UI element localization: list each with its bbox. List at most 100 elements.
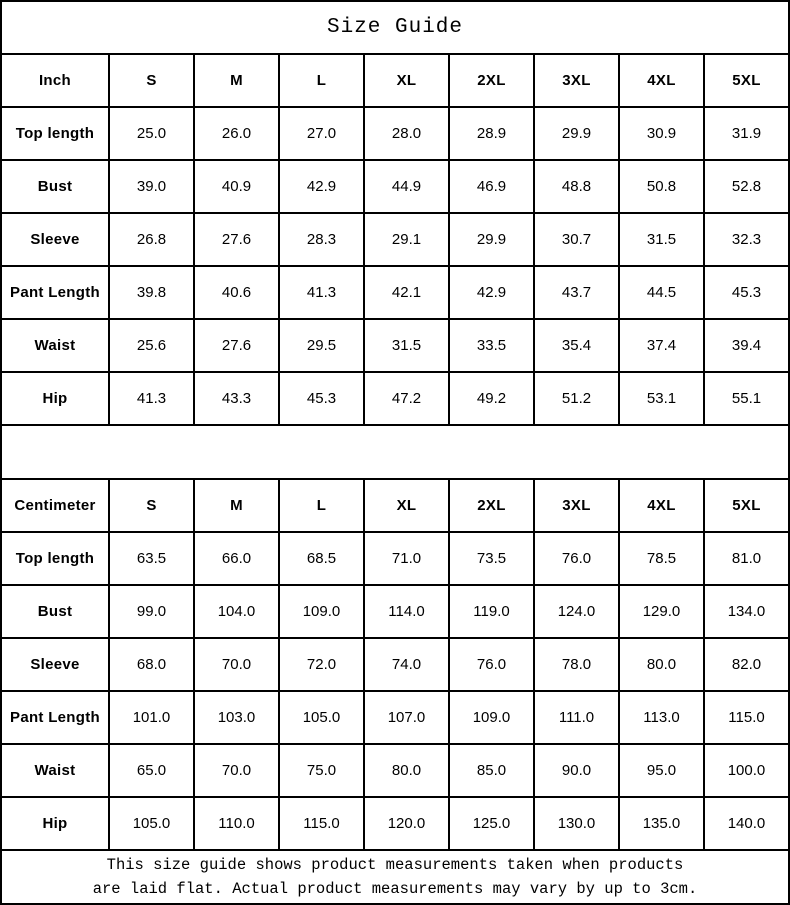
measurement-value: 42.9: [278, 159, 365, 214]
measurement-value: 68.5: [278, 531, 365, 586]
measurement-value: 82.0: [703, 637, 790, 692]
measurement-label: Waist: [0, 318, 110, 373]
measurement-value: 105.0: [278, 690, 365, 745]
measurement-value: 37.4: [618, 318, 705, 373]
measurement-value: 26.0: [193, 106, 280, 161]
size-header: 4XL: [618, 478, 705, 533]
size-header: XL: [363, 53, 450, 108]
size-header: 5XL: [703, 53, 790, 108]
size-header: M: [193, 478, 280, 533]
measurement-value: 52.8: [703, 159, 790, 214]
measurement-value: 101.0: [108, 690, 195, 745]
measurement-value: 28.9: [448, 106, 535, 161]
measurement-value: 105.0: [108, 796, 195, 851]
measurement-value: 44.9: [363, 159, 450, 214]
measurement-value: 109.0: [278, 584, 365, 639]
measurement-value: 28.3: [278, 212, 365, 267]
measurement-value: 27.6: [193, 318, 280, 373]
measurement-value: 78.0: [533, 637, 620, 692]
size-header-row: Centimeter S M L XL 2XL 3XL 4XL 5XL: [0, 478, 790, 533]
measurement-value: 50.8: [618, 159, 705, 214]
measurement-label: Top length: [0, 106, 110, 161]
measurement-value: 51.2: [533, 371, 620, 426]
measurement-value: 41.3: [278, 265, 365, 320]
measurement-value: 76.0: [533, 531, 620, 586]
measurement-value: 70.0: [193, 637, 280, 692]
size-header: 2XL: [448, 53, 535, 108]
footer-note-line-2: are laid flat. Actual product measuremen…: [92, 880, 698, 898]
size-header: 3XL: [533, 478, 620, 533]
measurement-value: 29.9: [448, 212, 535, 267]
measurement-value: 41.3: [108, 371, 195, 426]
size-header: 5XL: [703, 478, 790, 533]
size-header: S: [108, 478, 195, 533]
measurement-value: 75.0: [278, 743, 365, 798]
inch-table-section: Inch S M L XL 2XL 3XL 4XL 5XL Top length 25.0 26.0 2…: [0, 53, 790, 426]
measurement-value: 25.6: [108, 318, 195, 373]
footer-note: This size guide shows product measuremen…: [0, 849, 790, 905]
measurement-value: 43.7: [533, 265, 620, 320]
unit-label: Inch: [0, 53, 110, 108]
measurement-value: 25.0: [108, 106, 195, 161]
measurement-value: 73.5: [448, 531, 535, 586]
measurement-value: 39.4: [703, 318, 790, 373]
measurement-value: 129.0: [618, 584, 705, 639]
measurement-value: 80.0: [618, 637, 705, 692]
measurement-value: 68.0: [108, 637, 195, 692]
measurement-value: 31.9: [703, 106, 790, 161]
footer-row: This size guide shows product measuremen…: [0, 849, 790, 905]
measurement-value: 110.0: [193, 796, 280, 851]
measurement-value: 80.0: [363, 743, 450, 798]
measurement-row: Hip 105.0 110.0 115.0 120.0 125.0 130.0 135.0 14…: [0, 796, 790, 851]
measurement-value: 29.1: [363, 212, 450, 267]
footer-note-line-1: This size guide shows product measuremen…: [106, 855, 684, 874]
measurement-value: 40.9: [193, 159, 280, 214]
measurement-value: 29.9: [533, 106, 620, 161]
spacer-cell: [0, 424, 790, 480]
measurement-value: 27.6: [193, 212, 280, 267]
measurement-row: Pant Length 101.0 103.0 105.0 107.0 109.0 111.…: [0, 690, 790, 745]
measurement-value: 55.1: [703, 371, 790, 426]
measurement-label: Hip: [0, 796, 110, 851]
measurement-label: Bust: [0, 159, 110, 214]
measurement-value: 30.9: [618, 106, 705, 161]
measurement-value: 40.6: [193, 265, 280, 320]
measurement-value: 49.2: [448, 371, 535, 426]
size-header: M: [193, 53, 280, 108]
measurement-row: Waist 65.0 70.0 75.0 80.0 85.0 90.0 95.0 100.0: [0, 743, 790, 798]
measurement-row: Hip 41.3 43.3 45.3 47.2 49.2 51.2 53.1 55.1: [0, 371, 790, 426]
unit-label: Centimeter: [0, 478, 110, 533]
measurement-value: 74.0: [363, 637, 450, 692]
measurement-value: 47.2: [363, 371, 450, 426]
measurement-value: 45.3: [278, 371, 365, 426]
measurement-value: 70.0: [193, 743, 280, 798]
spacer-row: [0, 424, 790, 480]
measurement-value: 99.0: [108, 584, 195, 639]
measurement-row: Top length 63.5 66.0 68.5 71.0 73.5 76.0 78.5 81…: [0, 531, 790, 586]
measurement-label: Pant Length: [0, 265, 110, 320]
size-header: L: [278, 53, 365, 108]
measurement-value: 95.0: [618, 743, 705, 798]
page-title: Size Guide: [0, 0, 790, 55]
measurement-value: 42.1: [363, 265, 450, 320]
measurement-value: 48.8: [533, 159, 620, 214]
size-header: 2XL: [448, 478, 535, 533]
measurement-label: Waist: [0, 743, 110, 798]
measurement-value: 26.8: [108, 212, 195, 267]
measurement-row: Top length 25.0 26.0 27.0 28.0 28.9 29.9 30.9 31…: [0, 106, 790, 161]
measurement-value: 45.3: [703, 265, 790, 320]
measurement-value: 115.0: [703, 690, 790, 745]
measurement-value: 85.0: [448, 743, 535, 798]
measurement-value: 140.0: [703, 796, 790, 851]
title-row: Size Guide: [0, 0, 790, 55]
measurement-value: 100.0: [703, 743, 790, 798]
measurement-value: 35.4: [533, 318, 620, 373]
measurement-value: 30.7: [533, 212, 620, 267]
measurement-value: 111.0: [533, 690, 620, 745]
measurement-value: 104.0: [193, 584, 280, 639]
measurement-value: 31.5: [618, 212, 705, 267]
measurement-value: 78.5: [618, 531, 705, 586]
measurement-row: Bust 39.0 40.9 42.9 44.9 46.9 48.8 50.8 52.8: [0, 159, 790, 214]
size-header: L: [278, 478, 365, 533]
measurement-value: 29.5: [278, 318, 365, 373]
